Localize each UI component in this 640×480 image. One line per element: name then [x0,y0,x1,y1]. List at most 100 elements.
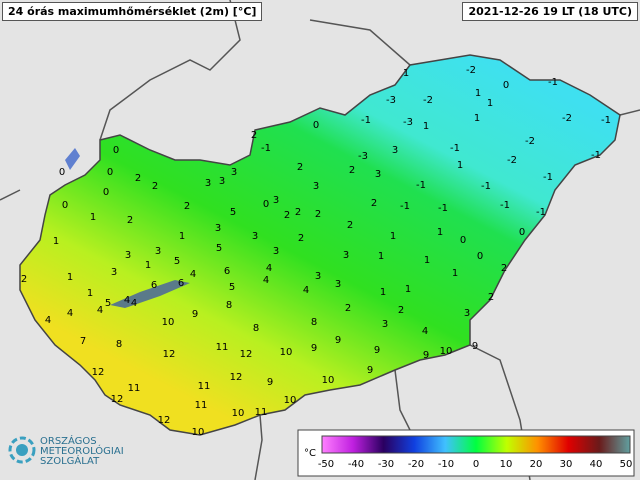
station-value: 5 [174,256,180,267]
station-value: 9 [267,377,273,388]
station-value: 2 [297,162,303,173]
logo-text: ORSZÁGOS [40,434,97,447]
station-value: 0 [460,235,466,246]
station-value: 2 [284,210,290,221]
station-value: 0 [103,187,109,198]
station-value: -1 [438,203,448,214]
station-value: 4 [131,298,137,309]
station-value: 1 [403,68,409,79]
station-value: 9 [472,341,478,352]
station-value: -3 [358,151,368,162]
station-value: 3 [215,223,221,234]
station-value: 6 [178,278,184,289]
station-value: 12 [158,415,171,426]
station-value: -2 [562,113,572,124]
station-value: -2 [423,95,433,106]
station-value: 2 [21,274,27,285]
station-value: -1 [481,181,491,192]
station-value: 0 [62,200,68,211]
station-value: 0 [263,199,269,210]
station-value: -1 [361,115,371,126]
station-value: 9 [374,345,380,356]
legend-unit: °C [304,448,316,459]
station-value: 4 [67,308,73,319]
station-value: 3 [111,267,117,278]
legend-tick-label: 40 [590,459,603,470]
station-value: 2 [501,263,507,274]
station-value: 10 [192,427,205,438]
station-value: -1 [591,150,601,161]
station-value: 11 [128,383,141,394]
legend-tick-label: 30 [560,459,573,470]
station-value: 9 [311,343,317,354]
station-value: 0 [59,167,65,178]
station-value: 12 [163,349,176,360]
station-value: 1 [437,227,443,238]
station-value: 1 [452,268,458,279]
station-value: -3 [386,95,396,106]
station-value: 4 [97,305,103,316]
station-value: 8 [253,323,259,334]
station-value: 3 [219,176,225,187]
legend-tick-label: 20 [530,459,543,470]
timestamp: 2021-12-26 19 LT (18 UTC) [462,2,638,21]
station-value: 3 [273,195,279,206]
logo-text: SZOLGÁLAT [40,454,100,467]
station-value: 1 [145,260,151,271]
station-value: 3 [273,246,279,257]
station-value: 4 [190,269,196,280]
station-value: 5 [229,282,235,293]
logo-text: METEOROLÓGIAI [40,444,124,457]
station-value: 0 [477,251,483,262]
station-value: 0 [113,145,119,156]
station-value: 10 [284,395,297,406]
station-value: 12 [92,367,105,378]
station-value: 6 [151,280,157,291]
station-value: 4 [422,326,428,337]
legend-tick-label: -30 [378,459,394,470]
station-value: 2 [345,303,351,314]
station-value: 8 [116,339,122,350]
station-value: 12 [240,349,253,360]
station-value: 2 [135,173,141,184]
station-value: 11 [198,381,211,392]
station-value: 9 [367,365,373,376]
station-value: -2 [507,155,517,166]
legend-tick-label: -10 [438,459,454,470]
station-value: 5 [105,298,111,309]
station-value: 4 [124,295,130,306]
legend-tick-label: -40 [348,459,364,470]
station-value: 3 [343,250,349,261]
station-value: -1 [536,207,546,218]
legend-tick-label: -20 [408,459,424,470]
lake [110,280,190,308]
station-value: -2 [525,136,535,147]
station-value: 3 [125,250,131,261]
station-value: 3 [231,167,237,178]
station-value: 4 [303,285,309,296]
legend-tick-label: 10 [500,459,513,470]
station-value: 9 [335,335,341,346]
colorbar [321,435,631,454]
station-value: 8 [311,317,317,328]
station-value: 2 [298,233,304,244]
station-value: 7 [80,336,86,347]
station-value: 2 [295,207,301,218]
station-value: -3 [403,117,413,128]
station-value: 6 [224,266,230,277]
station-value: 2 [371,198,377,209]
legend-ticks: -50 -40 -30 -20 -10 0 10 20 30 40 50 [318,459,633,470]
station-value: 1 [390,231,396,242]
station-value: 9 [192,309,198,320]
station-value: 3 [155,246,161,257]
station-value: 2 [127,215,133,226]
station-value: -1 [400,201,410,212]
station-value: 3 [382,319,388,330]
station-value: 1 [475,88,481,99]
station-value: 3 [313,181,319,192]
station-value: 0 [313,120,319,131]
station-value: 10 [162,317,175,328]
station-value: 11 [195,400,208,411]
station-value: -2 [466,65,476,76]
